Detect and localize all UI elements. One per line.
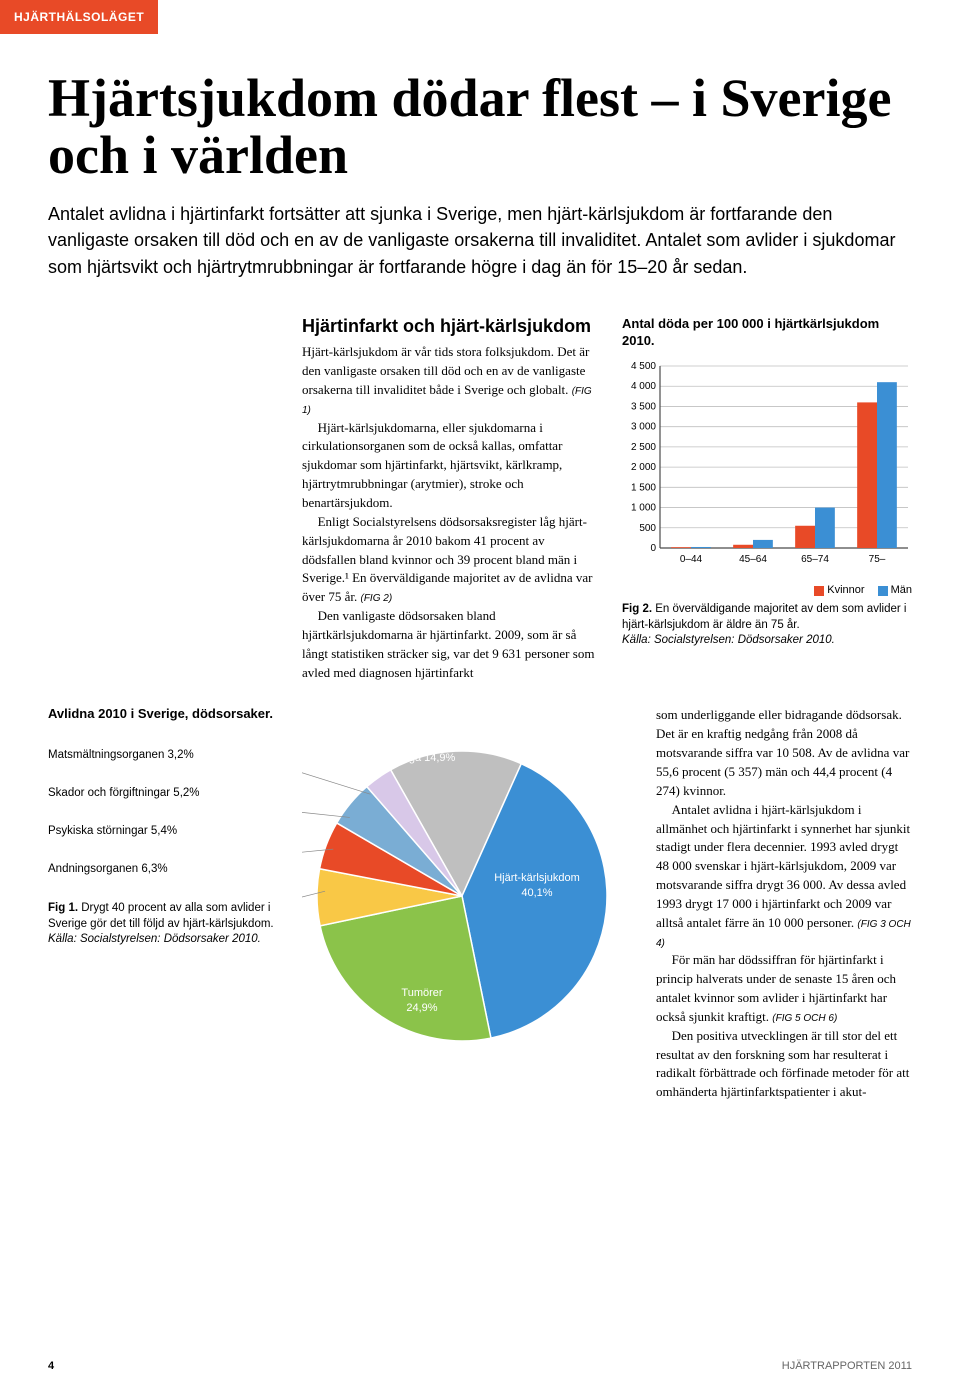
svg-text:Övriga 14,9%: Övriga 14,9% (389, 752, 456, 764)
page-footer: 4 HJÄRTRAPPORTEN 2011 (48, 1360, 912, 1372)
pie-item-0: Matsmältningsorganen 3,2% (48, 749, 278, 761)
svg-text:500: 500 (639, 523, 656, 534)
center-p2: Hjärt-kärlsjukdomarna, eller sjukdomarna… (302, 419, 598, 513)
pie-title: Avlidna 2010 i Sverige, dödsorsaker. (48, 706, 278, 721)
svg-text:3 500: 3 500 (631, 402, 656, 413)
center-column: Hjärtinfarkt och hjärt-kärlsjukdom Hjärt… (302, 316, 598, 683)
svg-text:2 500: 2 500 (631, 442, 656, 453)
pie-item-1: Skador och förgiftningar 5,2% (48, 787, 278, 799)
svg-text:0: 0 (650, 543, 656, 554)
bar-chart-title: Antal döda per 100 000 i hjärtkärlsjukdo… (622, 316, 912, 350)
center-p3: Enligt Socialstyrelsens dödsorsaksregist… (302, 513, 598, 607)
svg-text:0–44: 0–44 (680, 554, 703, 565)
pie-item-2: Psykiska störningar 5,4% (48, 825, 278, 837)
lr-p3: För män har dödssiffran för hjärtinfarkt… (656, 951, 912, 1026)
bar-chart-legend: Kvinnor Män (622, 584, 912, 596)
center-p1: Hjärt-kärlsjukdom är vår tids stora folk… (302, 343, 598, 418)
pie-caption: Fig 1. Drygt 40 procent av alla som avli… (48, 901, 278, 948)
center-heading: Hjärtinfarkt och hjärt-kärlsjukdom (302, 316, 598, 338)
bar-chart-caption: Fig 2. En överväldigande majoritet av de… (622, 602, 912, 649)
page-number: 4 (48, 1360, 54, 1372)
center-p4: Den vanligaste dödsorsaken bland hjärtkä… (302, 607, 598, 682)
lr-p1: som underliggande eller bidragande dödso… (656, 706, 912, 800)
lower-row: Avlidna 2010 i Sverige, dödsorsaker. Mat… (48, 706, 912, 1102)
svg-text:40,1%: 40,1% (521, 887, 552, 899)
lead-paragraph: Antalet avlidna i hjärtinfarkt fortsätte… (48, 201, 908, 279)
svg-text:45–64: 45–64 (739, 554, 767, 565)
svg-text:1 000: 1 000 (631, 503, 656, 514)
mid-left-spacer (48, 316, 278, 683)
lr-p4: Den positiva utvecklingen är till stor d… (656, 1027, 912, 1102)
lower-right-body: som underliggande eller bidragande dödso… (656, 706, 912, 1102)
publication-name: HJÄRTRAPPORTEN 2011 (782, 1360, 912, 1372)
svg-text:2 000: 2 000 (631, 463, 656, 474)
center-body: Hjärt-kärlsjukdom är vår tids stora folk… (302, 343, 598, 682)
svg-text:Tumörer: Tumörer (401, 987, 442, 999)
pie-legend: Avlidna 2010 i Sverige, dödsorsaker. Mat… (48, 706, 278, 1102)
svg-text:4 000: 4 000 (631, 382, 656, 393)
svg-text:1 500: 1 500 (631, 483, 656, 494)
page-content: Hjärtsjukdom dödar flest – i Sverige och… (0, 0, 960, 1102)
section-tag: HJÄRTHÄLSOLÄGET (0, 0, 158, 34)
mid-row: Hjärtinfarkt och hjärt-kärlsjukdom Hjärt… (48, 316, 912, 683)
pie-chart: Övriga 14,9% Hjärt-kärlsjukdom 40,1% Tumöre… (302, 706, 632, 1066)
right-column: Antal döda per 100 000 i hjärtkärlsjukdo… (622, 316, 912, 683)
pie-chart-container: Övriga 14,9% Hjärt-kärlsjukdom 40,1% Tumöre… (302, 706, 632, 1102)
svg-text:65–74: 65–74 (801, 554, 829, 565)
lr-p2: Antalet avlidna i hjärt-kärlsjukdom i al… (656, 801, 912, 952)
svg-text:75–: 75– (869, 554, 886, 565)
legend-swatch-man (878, 586, 888, 596)
svg-text:4 500: 4 500 (631, 361, 656, 372)
page-title: Hjärtsjukdom dödar flest – i Sverige och… (48, 70, 912, 183)
bar-chart: 0 500 1 000 1 500 2 000 2 500 3 000 3 500 4 000 4… (622, 355, 912, 575)
svg-text:Hjärt-kärlsjukdom: Hjärt-kärlsjukdom (494, 872, 580, 884)
svg-text:3 000: 3 000 (631, 422, 656, 433)
pie-item-3: Andningsorganen 6,3% (48, 863, 278, 875)
svg-text:24,9%: 24,9% (406, 1002, 437, 1014)
legend-swatch-kvinnor (814, 586, 824, 596)
